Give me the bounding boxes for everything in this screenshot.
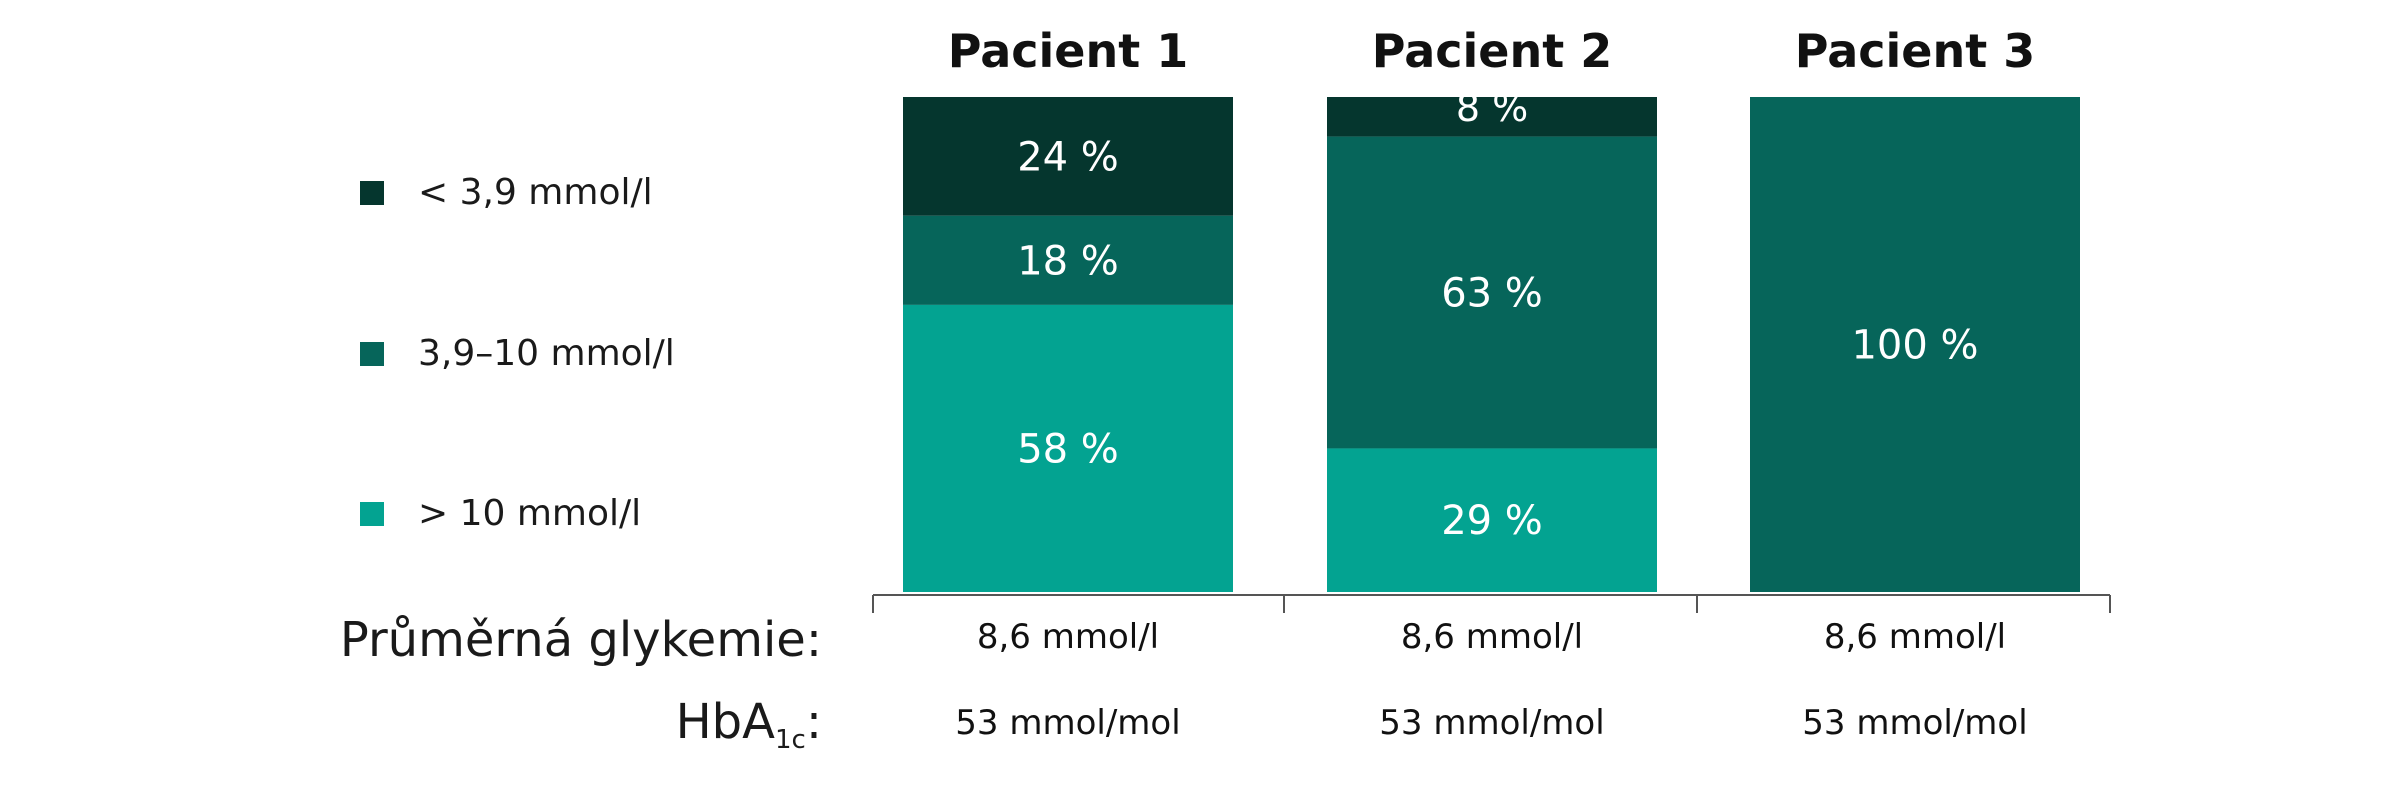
legend-swatch-high — [360, 501, 384, 526]
data-label: 63 % — [1441, 271, 1543, 317]
data-label: 100 % — [1851, 323, 1978, 369]
data-label: 24 % — [1017, 134, 1119, 180]
category-title: Pacient 3 — [1795, 24, 2036, 78]
data-label: 18 % — [1017, 238, 1119, 284]
bar-segment — [1327, 97, 1657, 137]
hba1c-value: 53 mmol/mol — [1379, 703, 1604, 743]
legend-swatch-mid — [360, 341, 384, 366]
legend-label-mid: 3,9–10 mmol/l — [418, 333, 675, 374]
hba1c-value: 53 mmol/mol — [955, 703, 1180, 743]
glycemia-value: 8,6 mmol/l — [1401, 617, 1583, 657]
bar-segment — [903, 215, 1233, 305]
glycemia-row-label: Průměrná glykemie: — [339, 612, 822, 668]
bar-segment — [1327, 448, 1657, 592]
glycemia-value: 8,6 mmol/l — [1824, 617, 2006, 657]
hba1c-label-main: HbA — [675, 694, 775, 750]
data-label: 58 % — [1017, 426, 1119, 472]
bar-segment — [903, 304, 1233, 592]
legend-label-low: < 3,9 mmol/l — [418, 172, 653, 213]
data-label: 29 % — [1441, 498, 1543, 544]
legend-label-high: > 10 mmol/l — [418, 493, 642, 534]
bar-segment — [1750, 97, 2080, 592]
legend-swatch-low — [360, 180, 384, 205]
bar-segment — [1327, 136, 1657, 449]
category-title: Pacient 2 — [1372, 24, 1613, 78]
hba1c-label-tail: : — [805, 694, 822, 750]
data-label: 8 % — [1456, 86, 1528, 130]
legend-item-low: < 3,9 mmol/l — [360, 172, 653, 213]
hba1c-label-sub: 1c — [774, 725, 806, 755]
hba1c-value: 53 mmol/mol — [1802, 703, 2027, 743]
hba1c-row-label: HbA1c: — [676, 694, 822, 755]
legend-item-high: > 10 mmol/l — [360, 493, 641, 534]
category-title: Pacient 1 — [948, 24, 1189, 78]
glycemia-value: 8,6 mmol/l — [977, 617, 1159, 657]
bar-segment — [903, 97, 1233, 216]
legend-item-mid: 3,9–10 mmol/l — [360, 333, 675, 374]
